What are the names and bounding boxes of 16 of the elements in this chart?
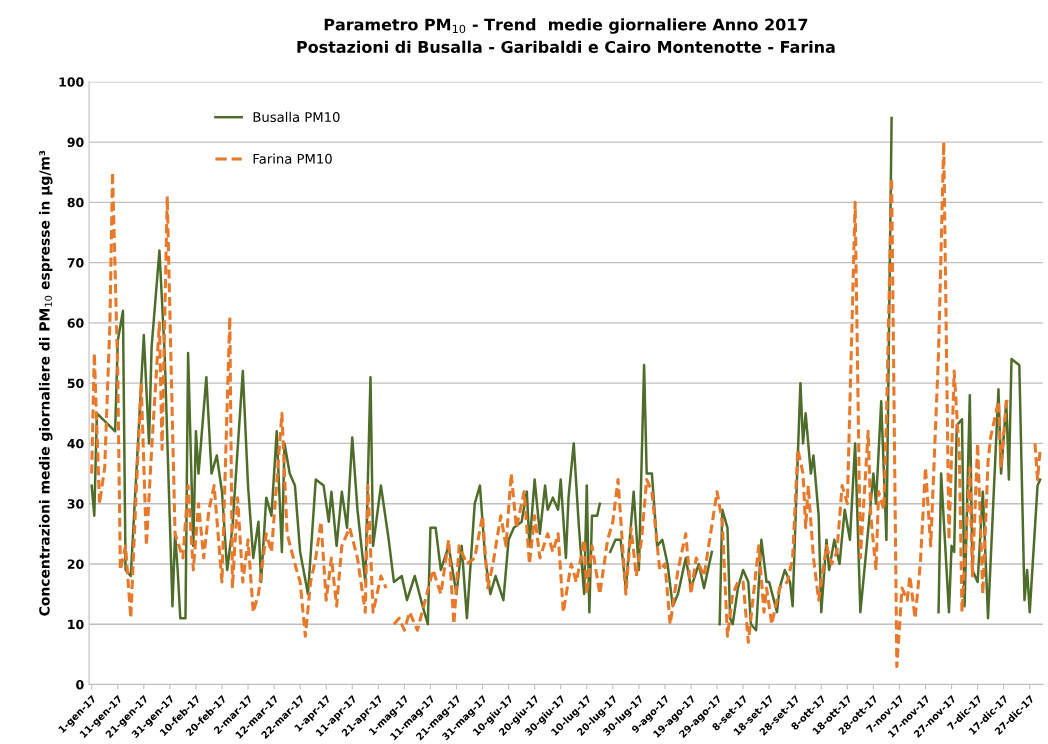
- y-tick-label: 40: [67, 438, 84, 449]
- y-tick-label: 60: [67, 318, 84, 328]
- y-tick-label: 10: [68, 619, 84, 630]
- y-tick-label: 30: [67, 499, 84, 509]
- legend-label: Busalla PM10: [253, 111, 340, 123]
- legend-label: Farina PM10: [253, 153, 332, 164]
- y-tick-label: 80: [67, 197, 84, 208]
- y-tick-label: 20: [67, 559, 84, 569]
- y-tick-label: 0: [76, 679, 84, 690]
- y-tick-label: 90: [67, 137, 84, 148]
- y-tick-label: 70: [67, 258, 84, 268]
- y-axis-title: Concentrazioni medie giornaliere di PM$_{10}$ espresse in µg/m³: [38, 150, 53, 616]
- y-tick-label: 50: [67, 378, 84, 389]
- chart-subtitle: Postazioni di Busalla - Garibaldi e Cairo Montenotte - Farina: [297, 40, 835, 53]
- y-tick-label: 100: [59, 77, 84, 87]
- chart-title: Parametro PM$_{10}$ - Trend medie giornaliere Anno 2017: [324, 18, 808, 34]
